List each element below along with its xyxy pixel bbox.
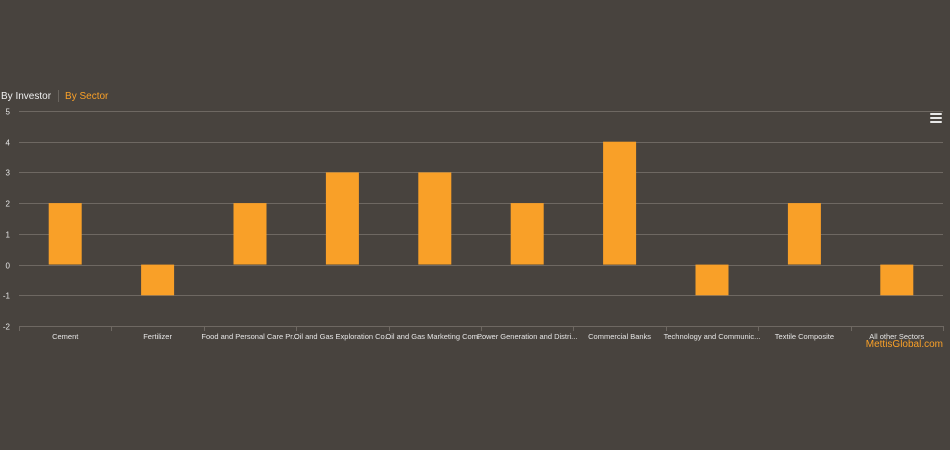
y-tick-label: 1 (6, 231, 11, 240)
tab-by-sector[interactable]: By Sector (65, 90, 109, 102)
y-tick-label: 4 (6, 139, 11, 148)
x-tick-label: Textile Composite (775, 332, 834, 341)
y-tick-label: 5 (6, 108, 11, 117)
x-tick-label: Power Generation and Distri... (477, 332, 577, 341)
credit-link[interactable]: MettisGlobal.com (865, 339, 943, 350)
chart-bars (48, 141, 914, 296)
bar[interactable] (510, 203, 544, 265)
y-tick-label: 3 (6, 169, 11, 178)
x-tick-label: Commercial Banks (588, 332, 651, 341)
x-tick-label: Fertilizer (143, 332, 172, 341)
bar[interactable] (695, 264, 729, 296)
x-tick-label: All other Sectors (869, 332, 924, 341)
bar[interactable] (603, 141, 637, 265)
bar[interactable] (48, 203, 82, 265)
bar[interactable] (880, 264, 914, 296)
x-axis: Cement Fertilizer Food and Personal Care P… (19, 326, 944, 341)
x-tick-label: Cement (52, 332, 79, 341)
bar[interactable] (325, 172, 359, 265)
tab-divider (58, 90, 60, 102)
tab-by-investor[interactable]: By Investor (1, 90, 52, 102)
x-tick-label: Oil and Gas Exploration Co... (294, 332, 391, 341)
bar[interactable] (418, 172, 452, 265)
y-tick-label: -2 (3, 323, 11, 332)
bar[interactable] (233, 203, 267, 265)
y-tick-label: -1 (3, 292, 11, 301)
y-axis: 5 4 3 2 1 0 -1 -2 (3, 108, 11, 332)
bar[interactable] (141, 264, 175, 296)
y-tick-label: 0 (6, 262, 11, 271)
x-tick-label: Oil and Gas Marketing Com... (385, 332, 484, 341)
chart-tabs: By Investor By Sector (1, 90, 108, 102)
hamburger-menu-icon[interactable] (930, 113, 942, 123)
bar[interactable] (787, 203, 821, 265)
x-tick-label: Food and Personal Care Pr... (201, 332, 298, 341)
y-tick-label: 2 (6, 200, 11, 209)
x-tick-label: Technology and Communic... (664, 332, 761, 341)
